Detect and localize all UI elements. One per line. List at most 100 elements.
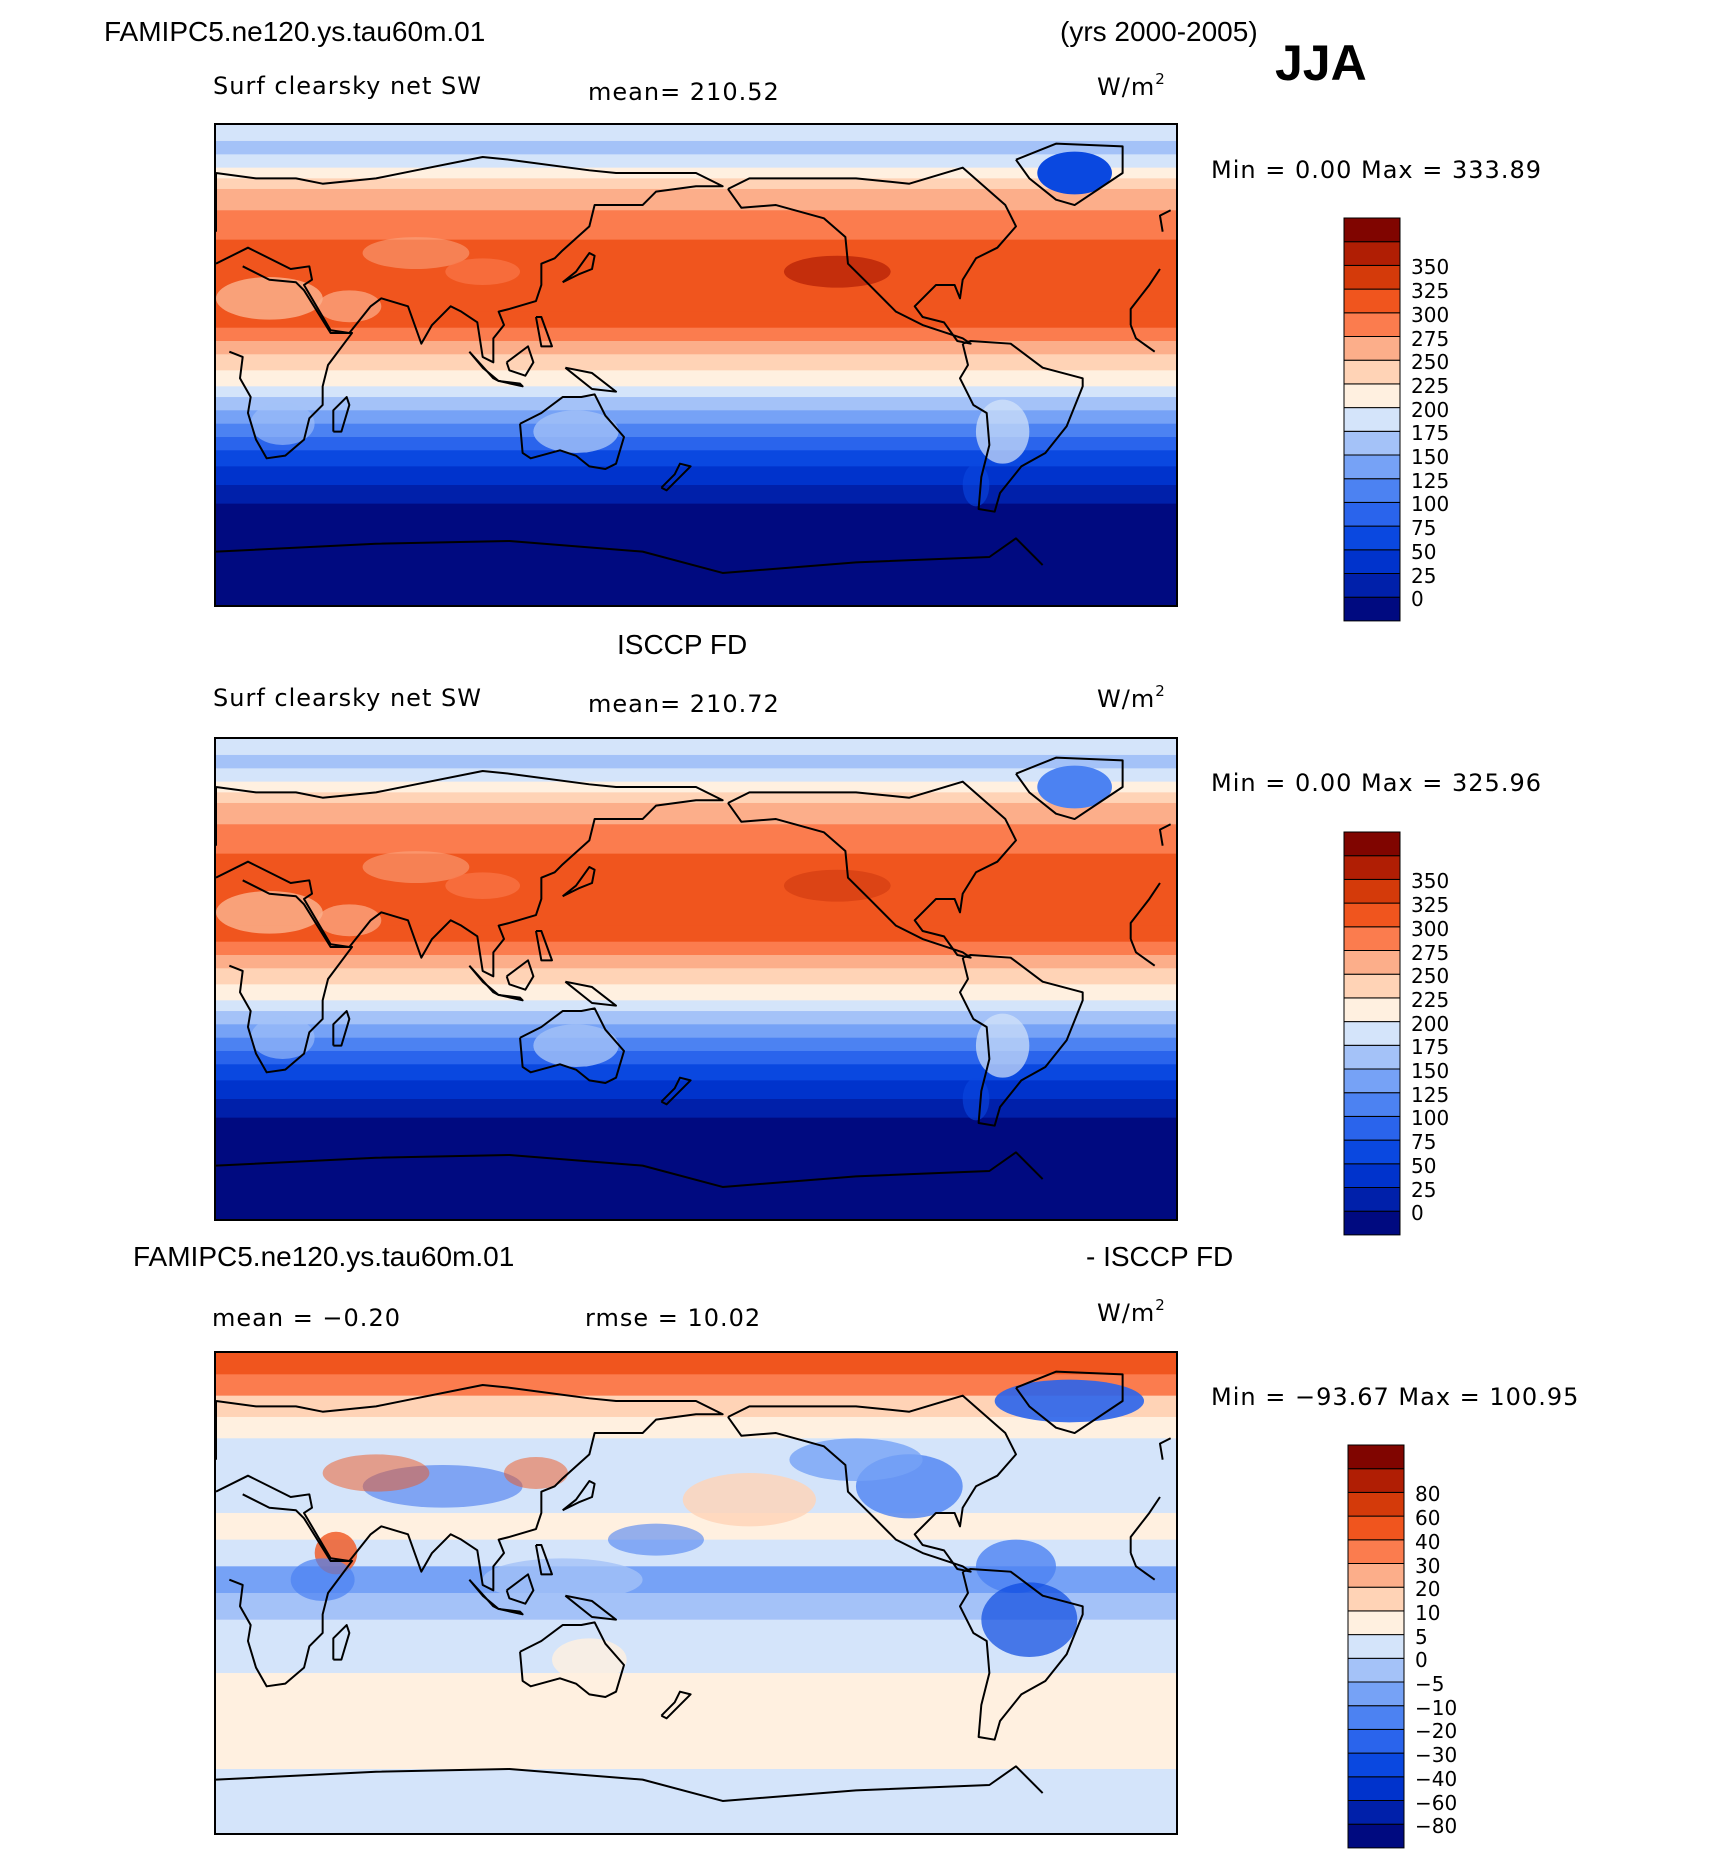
- colorbar-tick-label: 0: [1411, 587, 1424, 612]
- coastline: [505, 345, 535, 377]
- colorbar-swatch: [1347, 1752, 1405, 1778]
- coastline: [660, 1690, 692, 1720]
- colorbar-tick-label: 150: [1411, 1059, 1450, 1083]
- colorbar-tick-label: 250: [1411, 964, 1450, 989]
- colorbar-tick-label: 250: [1411, 350, 1450, 375]
- colorbar-tick-label: 150: [1411, 445, 1450, 469]
- colorbar-swatch: [1347, 1468, 1405, 1493]
- case-title: FAMIPC5.ne120.ys.tau60m.01: [104, 16, 486, 47]
- zonal-band: [216, 370, 1176, 387]
- panel2-map: [214, 737, 1178, 1221]
- colorbar-swatch: [1343, 407, 1401, 432]
- season-label: JJA: [1275, 35, 1367, 91]
- colorbar-swatch: [1347, 1681, 1405, 1707]
- zonal-band: [216, 154, 1176, 169]
- colorbar-tick-label: 25: [1411, 1177, 1437, 1202]
- colorbar-tick-label: 275: [1411, 326, 1450, 351]
- colorbar-tick-label: 20: [1415, 1577, 1441, 1602]
- zonal-band: [216, 1699, 1176, 1749]
- colorbar-swatch: [1343, 950, 1401, 975]
- colorbar-tick-label: 200: [1411, 397, 1450, 422]
- colorbar-swatch: [1343, 241, 1401, 266]
- colorbar-tick-label: 60: [1415, 1506, 1441, 1531]
- coastline: [498, 379, 524, 388]
- colorbar-tick-label: 50: [1411, 1153, 1437, 1178]
- zonal-band: [216, 1080, 1176, 1100]
- colorbar-tick-label: 175: [1411, 1035, 1450, 1060]
- colorbar-tick-label: −10: [1415, 1695, 1458, 1720]
- panel2-mean: mean= 210.72: [588, 690, 780, 718]
- colorbar-tick-label: 300: [1411, 916, 1450, 941]
- colorbar-swatch: [1343, 1187, 1401, 1212]
- coastline: [660, 1076, 692, 1106]
- colorbar-swatch: [1343, 383, 1401, 409]
- zonal-band: [216, 968, 1176, 985]
- field-feature: [322, 1454, 430, 1492]
- colorbar-svg: [1343, 831, 1401, 1236]
- coastline: [332, 1010, 351, 1047]
- coastline: [505, 1573, 535, 1605]
- colorbar-tick-label: 350: [1411, 869, 1450, 894]
- colorbar-tick-label: 200: [1411, 1011, 1450, 1036]
- coastline: [959, 340, 1084, 513]
- zonal-band: [216, 1395, 1176, 1418]
- coastline: [564, 980, 618, 1007]
- colorbar-tick-label: −80: [1415, 1814, 1458, 1839]
- colorbar-swatch: [1343, 525, 1401, 551]
- zonal-band: [216, 485, 1176, 505]
- zonal-band: [216, 386, 1176, 398]
- field-feature: [216, 277, 323, 320]
- zonal-band: [216, 802, 1176, 825]
- panel3-title-right: - ISCCP FD: [1086, 1241, 1234, 1272]
- colorbar-tick-label: 350: [1411, 255, 1450, 280]
- coastline: [1015, 1370, 1124, 1435]
- coastline: [1158, 209, 1172, 232]
- colorbar-swatch: [1347, 1657, 1405, 1683]
- colorbar-tick-label: 325: [1411, 279, 1450, 304]
- zonal-band: [216, 1000, 1176, 1012]
- zonal-band: [216, 125, 1176, 142]
- zonal-band: [216, 450, 1176, 467]
- coastline: [468, 965, 500, 996]
- colorbar-tick-label: 5: [1415, 1624, 1428, 1649]
- field-feature: [962, 463, 990, 507]
- zonal-band: [216, 178, 1176, 190]
- zonal-band: [216, 1117, 1176, 1219]
- zonal-band: [216, 311, 1176, 329]
- zonal-band: [216, 423, 1176, 438]
- field-feature: [607, 1523, 704, 1556]
- zonal-band: [216, 925, 1176, 943]
- zonal-band: [216, 354, 1176, 371]
- colorbar-tick-label: 30: [1415, 1553, 1441, 1578]
- field-feature: [533, 410, 619, 453]
- colorbar-swatch: [1343, 549, 1401, 574]
- panel2-variable: Surf clearsky net SW: [213, 684, 482, 712]
- panel2-units: W/m2: [1097, 682, 1166, 713]
- field-feature: [1037, 151, 1112, 195]
- field-feature: [482, 1558, 643, 1602]
- field-feature: [783, 869, 891, 902]
- field-feature: [981, 1582, 1078, 1657]
- colorbar-swatch: [1343, 573, 1401, 598]
- coastline: [1158, 1437, 1172, 1460]
- colorbar-swatch: [1343, 1092, 1401, 1117]
- field-feature: [789, 1438, 923, 1482]
- coastline: [534, 930, 553, 962]
- zonal-band: [216, 1051, 1176, 1065]
- zonal-band: [216, 768, 1176, 783]
- colorbar-swatch: [1343, 454, 1401, 480]
- panel1-units: W/m2: [1097, 70, 1166, 101]
- colorbar-swatch: [1347, 1610, 1405, 1636]
- colorbar-swatch: [1343, 831, 1401, 857]
- coastline: [498, 1607, 524, 1616]
- zonal-band: [216, 1673, 1176, 1701]
- field-feature: [682, 1473, 816, 1527]
- colorbar-swatch: [1347, 1444, 1405, 1470]
- colorbar-swatch: [1347, 1776, 1405, 1801]
- colorbar-swatch: [1347, 1491, 1405, 1517]
- colorbar-tick-label: 0: [1415, 1648, 1428, 1673]
- zonal-band: [216, 327, 1176, 342]
- field-feature: [362, 237, 470, 269]
- colorbar-swatch: [1343, 359, 1401, 385]
- coastline: [1015, 756, 1124, 821]
